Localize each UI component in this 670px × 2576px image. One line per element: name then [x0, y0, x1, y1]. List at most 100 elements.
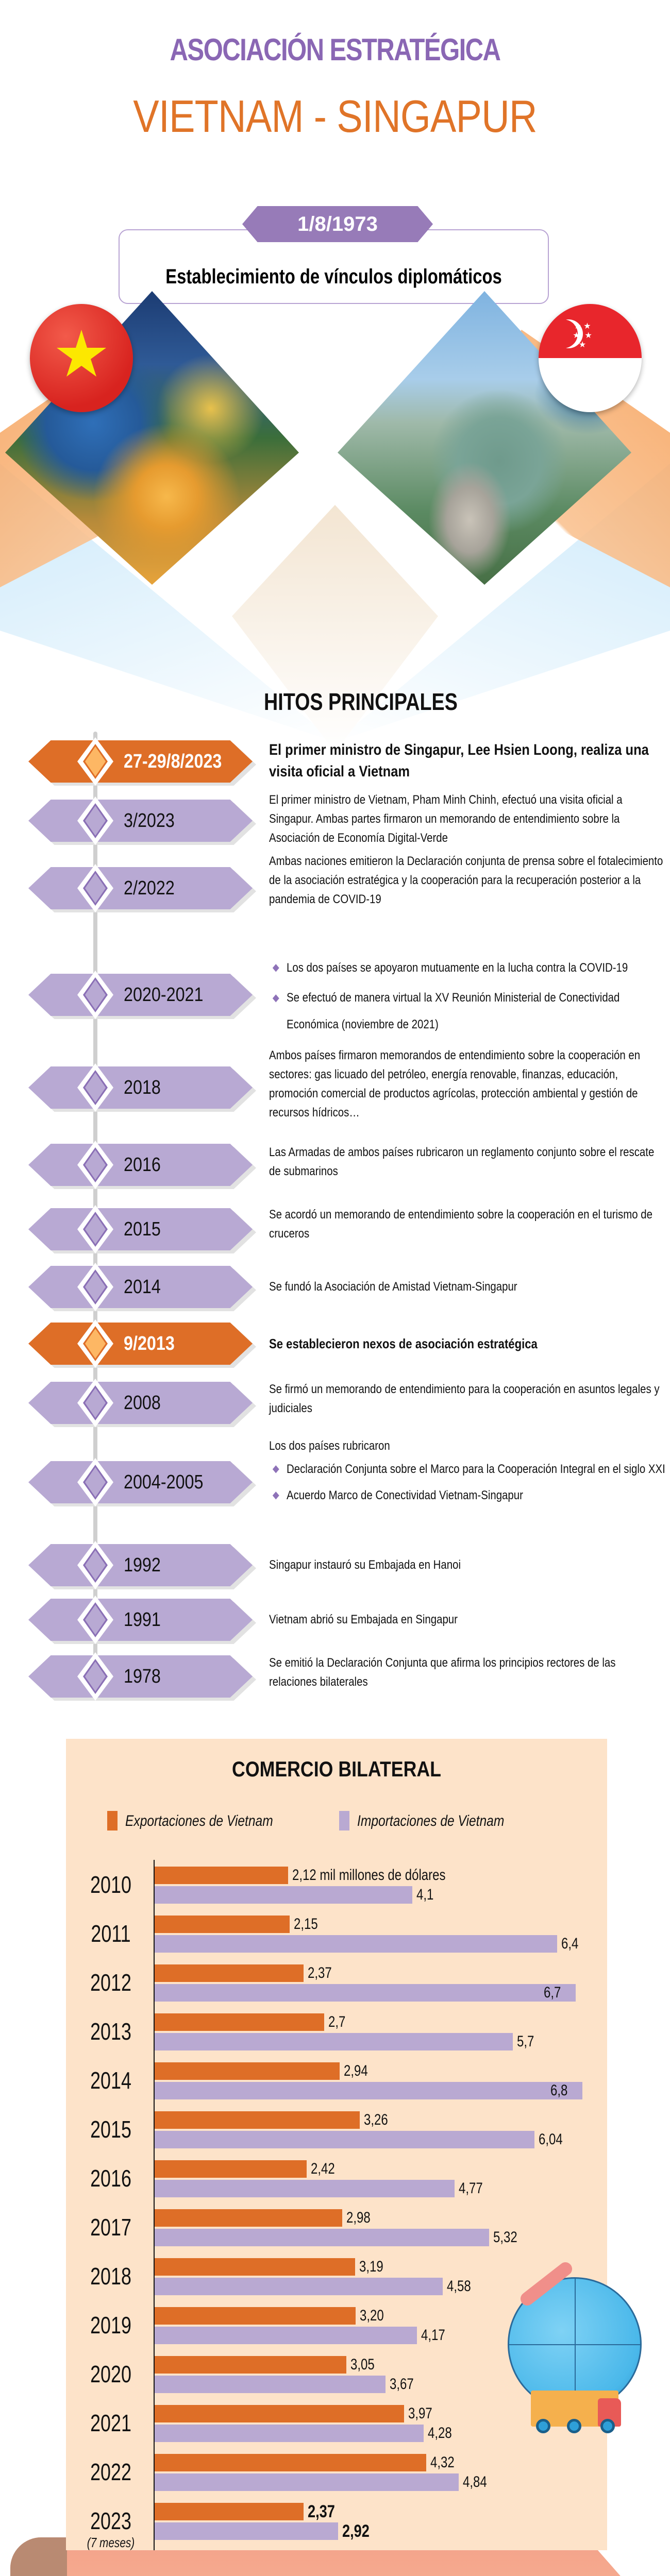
timeline-text: Se firmó un memorando de entendimiento p…: [269, 1382, 660, 1415]
timeline-date: 1991: [124, 1609, 161, 1631]
bar-value-label: 6,8: [550, 2082, 568, 2099]
bullet-item: Se efectuó de manera virtual la XV Reuni…: [269, 985, 665, 1038]
year-label: 2022: [90, 2459, 131, 2485]
star-icon: [57, 330, 106, 377]
timeline-item: 2004-2005 Los dos países rubricaron Decl…: [0, 1439, 670, 1507]
bar-value-label: 4,32: [430, 2454, 455, 2471]
chart-title: COMERCIO BILATERAL: [232, 1757, 441, 1781]
timeline-text: Se fundó la Asociación de Amistad Vietna…: [269, 1280, 517, 1294]
bar-value-label: 6,7: [544, 1984, 561, 2001]
timeline-item: 2016 Las Armadas de ambos países rubrica…: [0, 1141, 670, 1190]
timeline-date: 2016: [124, 1154, 161, 1176]
timeline-intro: Los dos países rubricaron: [269, 1439, 390, 1453]
export-bar: [155, 2405, 404, 2422]
bar-value-label: 2,94: [344, 2062, 368, 2079]
import-bar: [155, 2131, 534, 2148]
stars-icon: ★ ★ ★ ★ ★: [573, 322, 592, 349]
wheel-icon: [567, 2419, 581, 2433]
year-label: 2020: [90, 2361, 131, 2387]
imports-swatch: [339, 1811, 349, 1831]
bar-value-label: 4,58: [447, 2278, 471, 2295]
import-bar: [155, 2180, 455, 2197]
export-bar: [155, 2503, 304, 2520]
export-bar: [155, 2307, 356, 2325]
year-label: 2010: [90, 1871, 131, 1898]
timeline-title: HITOS PRINCIPALES: [264, 688, 458, 715]
date-badge-highlight: [28, 1323, 253, 1365]
timeline-item: 2015 Se acordó un memorando de entendimi…: [0, 1205, 670, 1255]
import-bar: [155, 2229, 489, 2246]
bullet-item: Los dos países se apoyaron mutuamente en…: [269, 958, 665, 977]
timeline-text: Ambos países firmaron memorandos de ente…: [269, 1048, 641, 1120]
arrow-fold: [10, 2537, 67, 2576]
import-bar: [155, 1984, 576, 2002]
bar-value-label: 2,37: [308, 2502, 335, 2521]
timeline-text: El primer ministro de Vietnam, Pham Minh…: [269, 793, 623, 845]
year-label: 2021: [90, 2410, 131, 2436]
timeline-item: 1991 Vietnam abrió su Embajada en Singap…: [0, 1596, 670, 1645]
chart-axis: [154, 1860, 155, 2550]
timeline-text: Vietnam abrió su Embajada en Singapur: [269, 1613, 458, 1626]
timeline-text: Los dos países rubricaron Declaración Co…: [269, 1436, 665, 1505]
import-bar: [155, 2033, 513, 2050]
export-bar: [155, 2160, 307, 2178]
timeline-text: Las Armadas de ambos países rubricaron u…: [269, 1145, 655, 1178]
legend-exports: Exportaciones de Vietnam: [107, 1811, 334, 1832]
bar-value-label: 2,37: [308, 1964, 332, 1981]
bullet-item: Acuerdo Marco de Conectividad Vietnam-Si…: [269, 1486, 665, 1505]
exports-swatch: [107, 1811, 118, 1831]
year-label: 2015: [90, 2116, 131, 2143]
export-bar: [155, 1964, 304, 1982]
timeline-item: 2008 Se firmó un memorando de entendimie…: [0, 1379, 670, 1428]
bullet-item: Declaración Conjunta sobre el Marco para…: [269, 1460, 665, 1479]
import-bar: [155, 1886, 412, 1904]
vietnam-flag-icon: [30, 304, 133, 412]
date-badge-highlight: [28, 740, 253, 783]
year-label: 2019: [90, 2312, 131, 2338]
timeline-item: 2/2022 Ambas naciones emitieron la Decla…: [0, 854, 670, 913]
export-bar: [155, 1867, 288, 1884]
import-bar: [155, 2425, 424, 2442]
export-bar: [155, 2209, 342, 2227]
year-label: 2017: [90, 2214, 131, 2241]
timeline-date: 27-29/8/2023: [124, 751, 222, 772]
bar-value-label: 3,67: [390, 2376, 414, 2393]
bar-value-label: 3,19: [359, 2258, 383, 2275]
timeline-item: 9/2013 Se establecieron nexos de asociac…: [0, 1319, 670, 1369]
timeline-date: 2008: [124, 1392, 161, 1414]
bar-value-label: 5,32: [493, 2229, 517, 2246]
bar-value-label: 4,1: [416, 1886, 434, 1903]
year-label: 2011: [91, 1920, 131, 1947]
timeline-item: 2018 Ambos países firmaron memorandos de…: [0, 1048, 670, 1120]
timeline-date: 3/2023: [124, 810, 175, 832]
export-bar: [155, 2356, 346, 2374]
export-bar: [155, 2258, 355, 2276]
timeline-date: 1978: [124, 1666, 161, 1687]
timeline-date: 1992: [124, 1554, 161, 1576]
bar-value-label: 4,77: [459, 2180, 483, 2197]
bar-value-label: 3,97: [408, 2405, 432, 2422]
bar-value-label: 2,15: [294, 1916, 318, 1933]
import-bar: [155, 2278, 443, 2295]
bar-value-label: 2,7: [328, 2013, 346, 2030]
timeline-item: 1978 Se emitió la Declaración Conjunta q…: [0, 1652, 670, 1702]
bar-value-label: 3,26: [364, 2111, 388, 2128]
import-bar: [155, 2473, 459, 2491]
import-bar: [155, 2327, 417, 2344]
bar-value-label: 5,7: [517, 2033, 534, 2050]
unit-suffix: mil millones de dólares: [316, 1867, 446, 1884]
title-line2: VIETNAM - SINGAPUR: [133, 91, 537, 142]
import-bar: [155, 2082, 582, 2099]
year-label: 2014: [90, 2067, 131, 2094]
import-bar: [155, 2376, 386, 2393]
timeline-text: Se emitió la Declaración Conjunta que af…: [269, 1656, 616, 1689]
year-label: 2016: [90, 2165, 131, 2192]
wheel-icon: [536, 2419, 550, 2433]
timeline-date: 2018: [124, 1077, 161, 1098]
timeline-item: 1992 Singapur instauró su Embajada en Ha…: [0, 1541, 670, 1590]
timeline-text: Se establecieron nexos de asociación est…: [269, 1336, 538, 1351]
singapore-flag-icon: ★ ★ ★ ★ ★: [539, 304, 642, 412]
timeline-text: Singapur instauró su Embajada en Hanoi: [269, 1558, 461, 1572]
bar-value-label: 4,28: [428, 2425, 452, 2442]
year-label: 2018: [90, 2263, 131, 2290]
